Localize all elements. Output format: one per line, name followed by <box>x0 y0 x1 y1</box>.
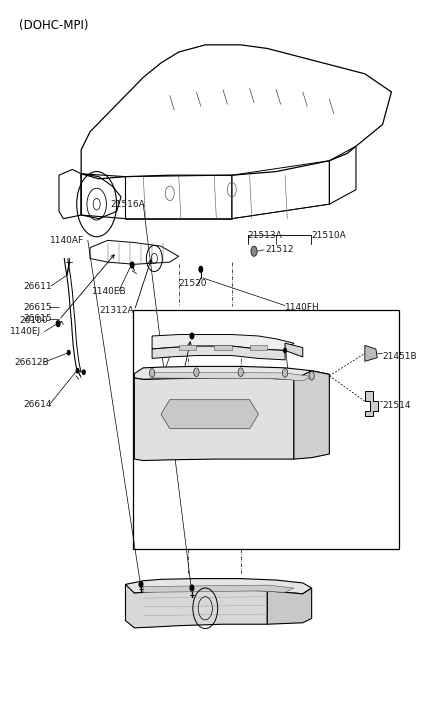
Text: 21451B: 21451B <box>383 352 417 361</box>
Text: 1140FH: 1140FH <box>285 302 320 311</box>
Text: 26615: 26615 <box>24 302 52 311</box>
Circle shape <box>190 333 194 339</box>
Circle shape <box>139 582 143 587</box>
Text: 21312A: 21312A <box>99 306 133 315</box>
Circle shape <box>67 350 70 355</box>
Circle shape <box>284 348 286 353</box>
Polygon shape <box>214 345 232 350</box>
Text: 22143A: 22143A <box>132 382 167 391</box>
Polygon shape <box>267 588 312 624</box>
Text: 1140FZ: 1140FZ <box>145 403 180 411</box>
Polygon shape <box>161 400 259 429</box>
Text: 21514: 21514 <box>383 401 411 410</box>
Text: 21520: 21520 <box>179 279 207 289</box>
Polygon shape <box>250 345 267 350</box>
Text: 21516A: 21516A <box>110 200 145 209</box>
Circle shape <box>56 321 60 326</box>
Circle shape <box>251 246 257 257</box>
Text: 26615: 26615 <box>24 314 52 323</box>
Polygon shape <box>179 345 196 350</box>
Text: 21512: 21512 <box>265 245 293 254</box>
Circle shape <box>130 262 134 268</box>
Polygon shape <box>152 346 285 360</box>
Circle shape <box>83 370 85 374</box>
Polygon shape <box>285 343 303 357</box>
Text: 1140EB: 1140EB <box>92 286 127 296</box>
Polygon shape <box>134 378 294 460</box>
Polygon shape <box>143 585 294 593</box>
Polygon shape <box>134 366 330 382</box>
Polygon shape <box>152 372 312 381</box>
Text: 1140AF: 1140AF <box>50 236 84 245</box>
Text: 1140EJ: 1140EJ <box>10 327 41 336</box>
Polygon shape <box>365 391 378 416</box>
Text: (DOHC-MPI): (DOHC-MPI) <box>19 20 89 33</box>
Text: 26614: 26614 <box>24 401 52 409</box>
Text: 26611: 26611 <box>24 281 52 291</box>
Circle shape <box>199 267 202 272</box>
Polygon shape <box>294 371 330 459</box>
Circle shape <box>309 371 314 380</box>
Text: 26100: 26100 <box>19 316 48 324</box>
Polygon shape <box>152 334 294 350</box>
Text: 21510A: 21510A <box>312 230 347 240</box>
Circle shape <box>190 585 194 591</box>
Circle shape <box>149 369 155 377</box>
Polygon shape <box>125 585 267 628</box>
Polygon shape <box>125 579 312 594</box>
Text: 26612B: 26612B <box>15 358 50 366</box>
Text: 1430JC: 1430JC <box>265 381 297 390</box>
Polygon shape <box>365 345 377 361</box>
Text: 21513A: 21513A <box>248 230 282 240</box>
Circle shape <box>282 369 288 377</box>
Circle shape <box>76 369 79 373</box>
Circle shape <box>238 368 244 377</box>
Circle shape <box>194 368 199 377</box>
Bar <box>133 310 400 549</box>
